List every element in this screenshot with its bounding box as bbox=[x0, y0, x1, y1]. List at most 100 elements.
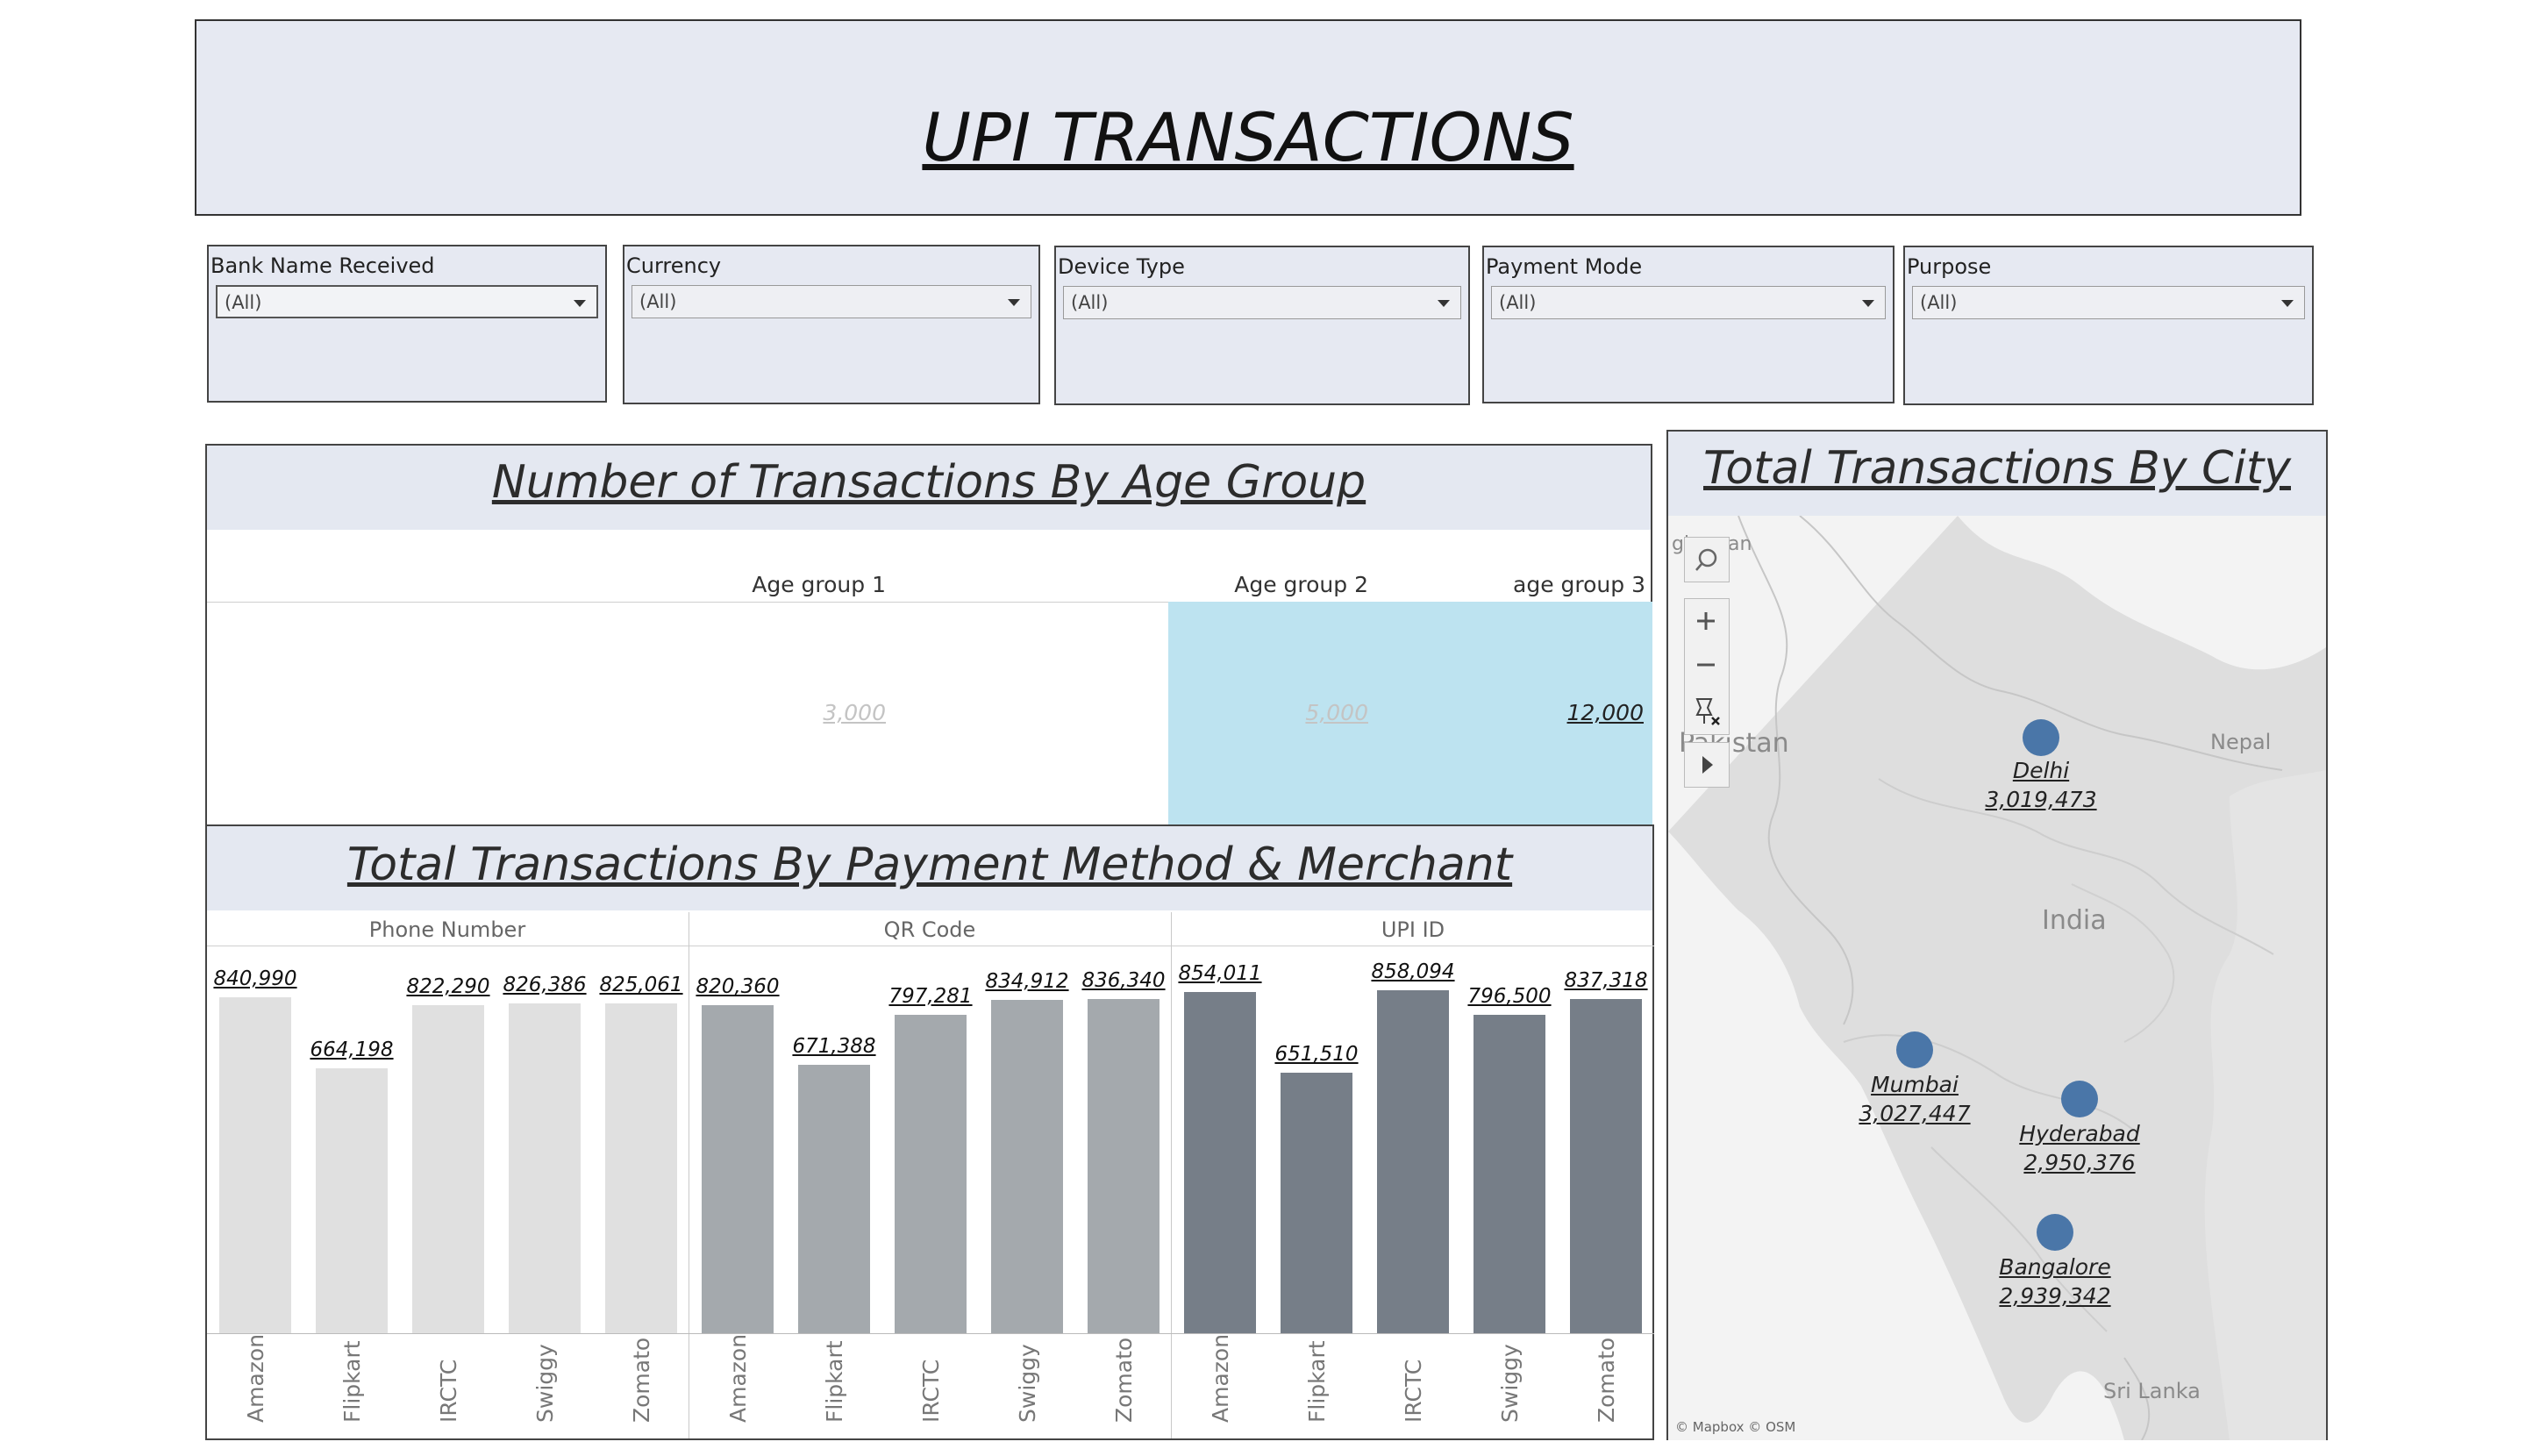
city-label-delhi[interactable]: Delhi 3,019,473 bbox=[1953, 756, 2129, 814]
dropdown-arrow-icon[interactable] bbox=[1008, 299, 1020, 306]
payment-panel-title: Total Transactions By Payment Method & M… bbox=[346, 839, 1513, 891]
category-tick-label: Swiggy bbox=[1015, 1344, 1040, 1423]
bar-phone-number-irctc[interactable] bbox=[412, 1004, 484, 1333]
city-marker-bangalore[interactable] bbox=[2037, 1214, 2073, 1251]
bar-value-label: 820,360 bbox=[696, 975, 780, 999]
bar-value-label: 837,318 bbox=[1564, 968, 1648, 992]
bar-qr-code-irctc[interactable] bbox=[895, 1014, 967, 1333]
bar-value-label: 664,198 bbox=[310, 1038, 394, 1061]
bar-upi-id-flipkart[interactable] bbox=[1281, 1073, 1352, 1333]
map-zoom-out-button[interactable] bbox=[1685, 643, 1727, 687]
age-group-panel: Number of Transactions By Age Group Age … bbox=[205, 444, 1652, 826]
age-group-3-highlight-cell[interactable] bbox=[1168, 602, 1652, 826]
bar-qr-code-zomato[interactable] bbox=[1088, 999, 1160, 1333]
category-tick-label: Flipkart bbox=[1304, 1340, 1330, 1423]
bar-value-label: 836,340 bbox=[1081, 969, 1166, 993]
category-tick-label: Flipkart bbox=[822, 1340, 847, 1423]
bar-value-label: 671,388 bbox=[792, 1035, 876, 1059]
category-tick-label: Swiggy bbox=[1497, 1344, 1523, 1423]
city-map-panel: Total Transactions By City gh an Pakista… bbox=[1666, 430, 2328, 1440]
bar-phone-number-swiggy[interactable] bbox=[509, 1003, 581, 1333]
filter-label: Currency bbox=[626, 253, 722, 278]
section-divider bbox=[1171, 912, 1172, 1438]
payment-mode-dropdown[interactable]: (All) bbox=[1491, 286, 1886, 319]
city-value: 2,939,342 bbox=[1999, 1283, 2111, 1309]
city-label-hyderabad[interactable]: Hyderabad 2,950,376 bbox=[1992, 1119, 2167, 1177]
age-group-1-value[interactable]: 3,000 bbox=[823, 700, 886, 725]
bar-phone-number-flipkart[interactable] bbox=[316, 1067, 388, 1333]
bank-name-dropdown[interactable]: (All) bbox=[216, 285, 598, 318]
dashboard-title-banner: UPI TRANSACTIONS bbox=[195, 19, 2301, 216]
payment-panel-header: Total Transactions By Payment Method & M… bbox=[207, 826, 1652, 910]
axis-baseline bbox=[207, 1333, 1654, 1334]
bar-value-label: 825,061 bbox=[599, 974, 683, 997]
map-label-nepal: Nepal bbox=[2210, 730, 2272, 754]
category-tick-label: IRCTC bbox=[918, 1359, 944, 1423]
category-tick-label: Flipkart bbox=[339, 1340, 365, 1423]
row-divider bbox=[207, 602, 1168, 603]
section-label-phone-number: Phone Number bbox=[368, 917, 526, 942]
bar-value-label: 797,281 bbox=[888, 984, 973, 1008]
map-zoom-in-button[interactable] bbox=[1685, 599, 1727, 643]
bar-value-label: 858,094 bbox=[1371, 960, 1455, 984]
filter-label: Purpose bbox=[1907, 254, 1992, 279]
map-search-button[interactable] bbox=[1684, 537, 1730, 582]
play-arrow-icon bbox=[1702, 756, 1713, 774]
purpose-dropdown[interactable]: (All) bbox=[1912, 286, 2305, 319]
map-attribution[interactable]: © Mapbox © OSM bbox=[1675, 1419, 1796, 1435]
filter-purpose: Purpose (All) bbox=[1903, 246, 2314, 405]
map-unpin-button[interactable] bbox=[1685, 687, 1727, 732]
dashboard-title: UPI TRANSACTIONS bbox=[922, 98, 1574, 176]
section-label-qr-code: QR Code bbox=[883, 917, 976, 942]
bar-qr-code-amazon[interactable] bbox=[702, 1005, 774, 1333]
bar-phone-number-amazon[interactable] bbox=[219, 997, 291, 1333]
map-zoom-controls bbox=[1684, 598, 1730, 735]
age-group-header: Age group 1 bbox=[752, 572, 886, 597]
bar-qr-code-flipkart[interactable] bbox=[798, 1065, 870, 1333]
dropdown-value: (All) bbox=[1071, 292, 1109, 313]
age-group-3-value[interactable]: 12,000 bbox=[1566, 700, 1644, 725]
dropdown-value: (All) bbox=[1920, 292, 1958, 313]
bar-qr-code-swiggy[interactable] bbox=[991, 999, 1063, 1333]
map-expand-toolbar-button[interactable] bbox=[1684, 742, 1730, 788]
currency-dropdown[interactable]: (All) bbox=[632, 285, 1031, 318]
bar-value-label: 834,912 bbox=[985, 969, 1069, 993]
bar-phone-number-zomato[interactable] bbox=[605, 1003, 677, 1333]
dropdown-arrow-icon[interactable] bbox=[2281, 300, 2294, 307]
bar-value-label: 840,990 bbox=[213, 967, 297, 991]
age-panel-header: Number of Transactions By Age Group bbox=[207, 446, 1651, 530]
bar-value-label: 651,510 bbox=[1274, 1043, 1359, 1067]
category-tick-label: Swiggy bbox=[532, 1344, 558, 1423]
category-tick-label: IRCTC bbox=[436, 1359, 461, 1423]
device-type-dropdown[interactable]: (All) bbox=[1063, 286, 1461, 319]
category-tick-label: Zomato bbox=[1594, 1337, 1619, 1423]
city-value: 3,019,473 bbox=[1985, 787, 2097, 812]
city-marker-hyderabad[interactable] bbox=[2061, 1081, 2098, 1117]
bar-value-label: 796,500 bbox=[1467, 985, 1552, 1009]
payment-merchant-panel: Total Transactions By Payment Method & M… bbox=[205, 824, 1654, 1440]
filter-label: Device Type bbox=[1058, 254, 1185, 279]
city-marker-mumbai[interactable] bbox=[1896, 1031, 1933, 1068]
filter-currency: Currency (All) bbox=[623, 245, 1040, 404]
city-marker-delhi[interactable] bbox=[2023, 719, 2059, 756]
city-label-bangalore[interactable]: Bangalore 2,939,342 bbox=[1967, 1253, 2143, 1310]
india-map[interactable] bbox=[1668, 516, 2326, 1440]
map-label-sri-lanka: Sri Lanka bbox=[2103, 1379, 2201, 1403]
city-label-mumbai[interactable]: Mumbai 3,027,447 bbox=[1827, 1070, 2002, 1128]
unpin-icon bbox=[1695, 698, 1720, 725]
age-group-header: age group 3 bbox=[1513, 572, 1645, 597]
dropdown-arrow-icon[interactable] bbox=[1438, 300, 1450, 307]
bar-upi-id-zomato[interactable] bbox=[1570, 998, 1642, 1333]
dropdown-arrow-icon[interactable] bbox=[1862, 300, 1874, 307]
dropdown-arrow-icon[interactable] bbox=[574, 300, 586, 307]
category-tick-label: Amazon bbox=[1208, 1333, 1233, 1423]
bar-upi-id-amazon[interactable] bbox=[1184, 992, 1256, 1333]
age-group-2-value[interactable]: 5,000 bbox=[1305, 700, 1368, 725]
bar-upi-id-irctc[interactable] bbox=[1377, 990, 1449, 1333]
bar-upi-id-swiggy[interactable] bbox=[1474, 1015, 1545, 1333]
city-value: 3,027,447 bbox=[1859, 1101, 1971, 1126]
filter-label: Payment Mode bbox=[1486, 254, 1643, 279]
age-panel-title: Number of Transactions By Age Group bbox=[491, 456, 1366, 509]
bar-value-label: 822,290 bbox=[406, 974, 490, 998]
filter-device-type: Device Type (All) bbox=[1054, 246, 1470, 405]
